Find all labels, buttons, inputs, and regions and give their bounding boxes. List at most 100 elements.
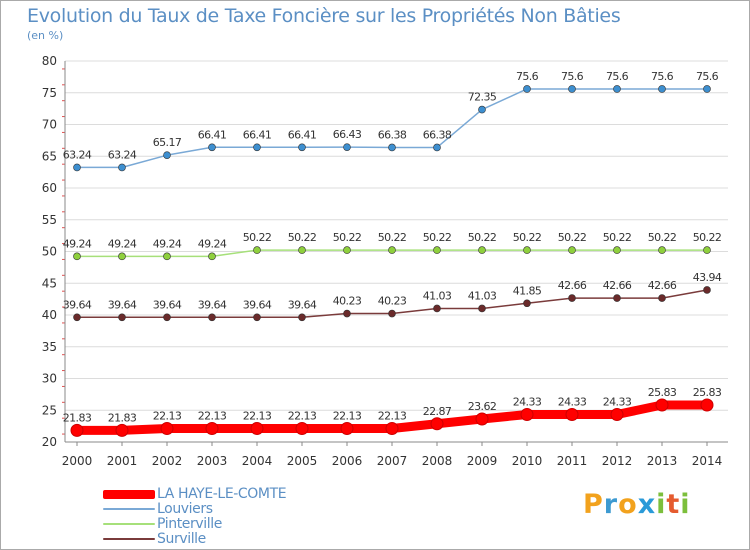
data-label: 39.64 — [198, 298, 227, 311]
data-point — [385, 421, 399, 435]
data-point — [478, 105, 486, 114]
proxiti-logo: Proxiti — [583, 489, 691, 520]
x-tick-label: 2008 — [422, 454, 453, 468]
data-point — [163, 252, 171, 261]
data-point — [478, 246, 486, 254]
legend-item: Pinterville — [103, 516, 222, 532]
legend-swatch — [103, 538, 155, 540]
data-label: 75.6 — [516, 70, 539, 83]
x-tick-label: 2002 — [152, 454, 183, 468]
data-label: 75.6 — [651, 70, 674, 83]
data-point — [118, 252, 126, 261]
data-point — [298, 143, 306, 152]
data-point — [70, 423, 84, 437]
data-label: 24.33 — [603, 396, 632, 409]
x-tick-label: 2007 — [377, 454, 408, 468]
data-point — [568, 85, 576, 93]
legend-label: Louviers — [157, 501, 213, 517]
data-point — [343, 246, 351, 254]
data-label: 50.22 — [423, 231, 452, 244]
data-label: 65.17 — [153, 136, 182, 149]
data-point — [388, 309, 396, 318]
data-point — [73, 313, 81, 322]
data-point — [568, 246, 576, 254]
legend-swatch — [103, 523, 155, 525]
data-label: 41.03 — [423, 289, 452, 302]
data-point — [568, 294, 576, 302]
y-tick-label: 60 — [42, 181, 57, 195]
data-point — [343, 309, 351, 318]
data-label: 66.41 — [198, 128, 227, 141]
y-tick-label: 70 — [42, 118, 57, 132]
data-label: 50.22 — [243, 231, 272, 244]
logo-letter: i — [656, 489, 667, 520]
logo-letter: i — [680, 489, 691, 520]
data-point — [523, 246, 531, 254]
y-tick-label: 35 — [42, 340, 57, 354]
data-label: 43.94 — [693, 271, 722, 284]
data-point — [340, 421, 354, 435]
data-label: 66.38 — [423, 128, 452, 141]
data-point — [118, 163, 126, 172]
x-tick-label: 2011 — [557, 454, 588, 468]
data-label: 39.64 — [63, 298, 92, 311]
data-point — [253, 313, 261, 322]
legend-item: LA HAYE-LE-COMTE — [103, 486, 287, 502]
y-tick-label: 30 — [42, 372, 57, 386]
data-point — [388, 143, 396, 152]
data-label: 50.22 — [693, 231, 722, 244]
legend-swatch — [103, 508, 155, 510]
data-point — [73, 252, 81, 261]
data-label: 22.13 — [243, 409, 272, 422]
legend-label: LA HAYE-LE-COMTE — [157, 486, 287, 502]
data-point — [478, 304, 486, 313]
data-point — [658, 294, 666, 302]
data-label: 22.13 — [198, 409, 227, 422]
data-point — [658, 85, 666, 93]
data-point — [208, 143, 216, 152]
data-point — [163, 313, 171, 322]
data-point — [613, 85, 621, 93]
data-point — [250, 421, 264, 435]
logo-letter: o — [618, 489, 638, 520]
data-label: 23.62 — [468, 400, 497, 413]
data-point — [160, 421, 174, 435]
data-label: 49.24 — [108, 237, 137, 250]
data-point — [430, 417, 444, 431]
data-label: 66.43 — [333, 128, 362, 141]
data-point — [253, 143, 261, 152]
y-tick-label: 55 — [42, 213, 57, 227]
data-point — [298, 246, 306, 254]
data-point — [658, 246, 666, 254]
legend-swatch — [103, 489, 155, 499]
legend-label: Surville — [157, 531, 206, 547]
data-label: 50.22 — [468, 231, 497, 244]
data-point — [433, 143, 441, 152]
data-point — [118, 313, 126, 322]
data-point — [520, 408, 534, 422]
data-point — [388, 246, 396, 254]
data-point — [253, 246, 261, 254]
x-tick-label: 2005 — [287, 454, 318, 468]
data-label: 72.35 — [468, 91, 497, 104]
data-label: 66.41 — [243, 128, 272, 141]
data-label: 40.23 — [333, 295, 362, 308]
data-label: 50.22 — [333, 231, 362, 244]
data-label: 49.24 — [153, 237, 182, 250]
data-label: 21.83 — [108, 411, 137, 424]
data-label: 24.33 — [558, 396, 587, 409]
y-tick-label: 40 — [42, 308, 57, 322]
data-point — [700, 398, 714, 412]
data-label: 75.6 — [561, 70, 584, 83]
data-point — [655, 398, 669, 412]
data-label: 41.85 — [513, 284, 542, 297]
data-label: 50.22 — [288, 231, 317, 244]
data-point — [565, 408, 579, 422]
x-tick-label: 2009 — [467, 454, 498, 468]
data-label: 39.64 — [108, 298, 137, 311]
data-label: 22.13 — [153, 409, 182, 422]
x-tick-label: 2004 — [242, 454, 273, 468]
data-point — [298, 313, 306, 322]
data-point — [610, 408, 624, 422]
